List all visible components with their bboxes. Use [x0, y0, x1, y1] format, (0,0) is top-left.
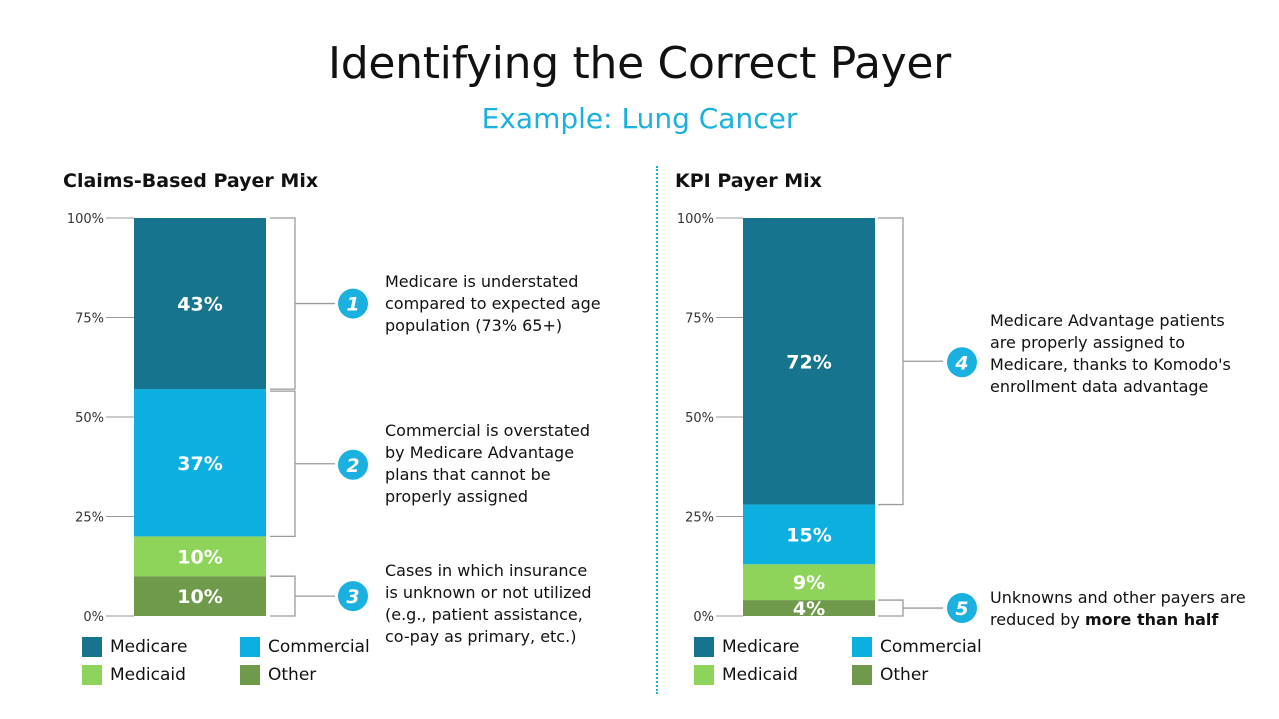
bracket-3	[270, 575, 296, 617]
callout-1-text: Medicare is understated compared to expe…	[385, 272, 601, 335]
bar-label-medicaid: 10%	[177, 546, 222, 568]
legend-medicaid-right: Medicaid	[694, 665, 798, 685]
legend-swatch-medicare	[82, 637, 102, 657]
bar-segment-medicaid	[134, 536, 266, 577]
bracket-4	[878, 217, 904, 506]
bar-label-medicaid: 9%	[793, 572, 825, 594]
bracket-2	[270, 390, 296, 538]
y-tick-label: 0%	[83, 610, 104, 625]
bar-label-other: 10%	[177, 586, 222, 608]
callout-5-text: Unknowns and other payers are reduced by…	[990, 588, 1246, 629]
bracket-1	[270, 217, 296, 390]
y-tick-label: 25%	[75, 511, 104, 526]
legend-swatch-commercial	[852, 637, 872, 657]
callout-4-badge-number: 4	[954, 352, 968, 374]
y-tick-label: 50%	[685, 411, 714, 426]
callout-3-badge-number: 3	[346, 586, 359, 608]
y-tick-label: 25%	[685, 511, 714, 526]
y-tick-label: 75%	[685, 312, 714, 327]
bar-segment-medicare	[134, 218, 266, 390]
legend-other-right: Other	[852, 665, 928, 685]
callout-2-badge-circle	[338, 449, 368, 480]
legend-swatch-other	[240, 665, 260, 685]
bar-segment-commercial	[743, 504, 875, 565]
y-tick-label: 100%	[677, 212, 714, 227]
callout-2-text: Commercial is overstated by Medicare Adv…	[385, 421, 591, 506]
legend-other-left: Other	[240, 665, 316, 685]
legend-swatch-medicare	[694, 637, 714, 657]
legend-medicare-right: Medicare	[694, 637, 799, 657]
bar-segment-other	[134, 576, 266, 616]
y-tick-label: 50%	[75, 411, 104, 426]
callout-4-text: Medicare Advantage patients are properly…	[990, 311, 1231, 396]
bar-segment-medicaid	[743, 564, 875, 601]
bar-label-other: 4%	[793, 598, 825, 620]
callout-3-text: Cases in which insurance is unknown or n…	[385, 561, 592, 646]
legend-swatch-other	[852, 665, 872, 685]
callout-4-badge-circle	[947, 347, 977, 378]
y-tick-label: 75%	[75, 312, 104, 327]
bar-segment-medicare	[743, 218, 875, 505]
legend-swatch-medicaid	[82, 665, 102, 685]
legend-commercial-left: Commercial	[240, 637, 370, 657]
bar-label-commercial: 37%	[177, 453, 222, 475]
legend-medicaid-left: Medicaid	[82, 665, 186, 685]
page-title: Identifying the Correct Payer	[328, 38, 951, 89]
page-subtitle: Example: Lung Cancer	[481, 102, 798, 135]
left-chart-title: Claims-Based Payer Mix	[63, 170, 319, 192]
bar-segment-other	[743, 600, 875, 616]
bracket-5	[878, 599, 904, 617]
legend-medicare-left: Medicare	[82, 637, 187, 657]
callout-1-badge-circle	[338, 288, 368, 319]
callout-3-badge-circle	[338, 581, 368, 612]
right-chart-title: KPI Payer Mix	[675, 170, 822, 192]
legend-swatch-medicaid	[694, 665, 714, 685]
panel-divider	[656, 166, 658, 694]
bar-label-commercial: 15%	[786, 524, 831, 546]
bar-label-medicare: 43%	[177, 294, 222, 316]
bar-segment-commercial	[134, 389, 266, 537]
callout-2-badge-number: 2	[346, 455, 359, 477]
callout-5-badge-number: 5	[955, 598, 968, 620]
callout-1-badge-number: 1	[346, 294, 359, 316]
legend-swatch-commercial	[240, 637, 260, 657]
callout-5-emphasis: more than half	[1084, 610, 1219, 629]
bar-label-medicare: 72%	[786, 351, 831, 373]
legend-commercial-right: Commercial	[852, 637, 982, 657]
y-tick-label: 0%	[693, 610, 714, 625]
y-tick-label: 100%	[67, 212, 104, 227]
callout-5-badge-circle	[947, 593, 977, 624]
